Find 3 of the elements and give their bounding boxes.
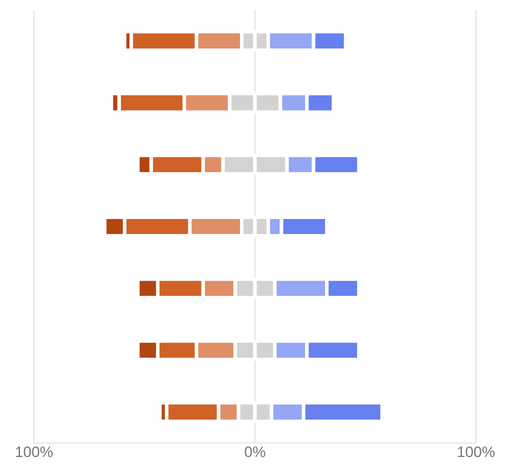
x-tick-label: 0% [244, 446, 266, 458]
x-tick-label: 100% [458, 446, 495, 458]
x-tick-label: 100% [16, 446, 53, 458]
